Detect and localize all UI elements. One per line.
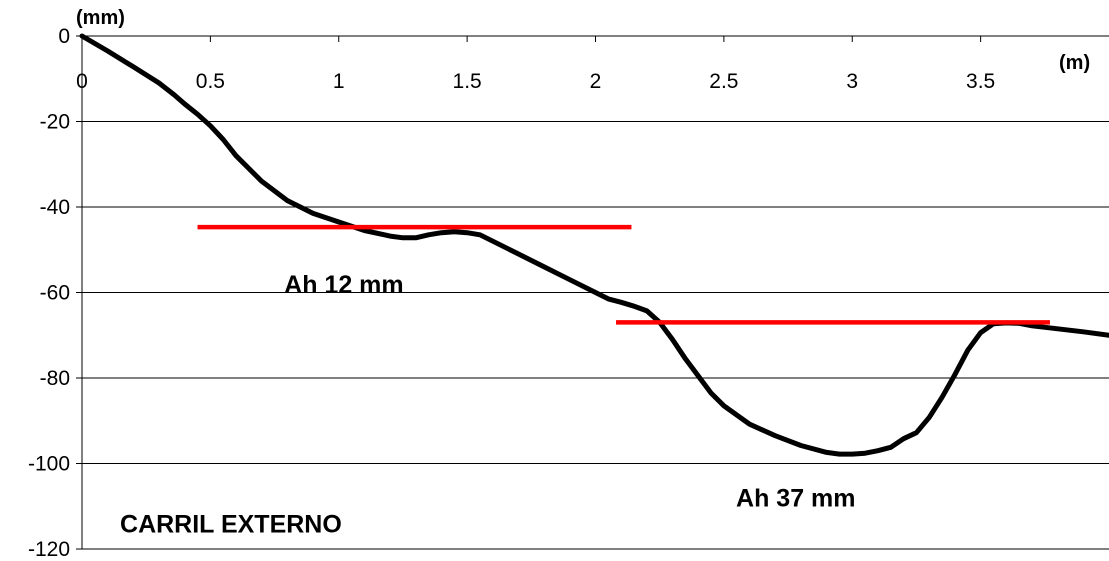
annotation-label: CARRIL EXTERNO: [120, 510, 342, 538]
x-tick-label: 2.5: [709, 70, 738, 93]
x-tick-labels: 0 0.5 1 1.5 2 2.5 3 3.5: [76, 36, 995, 93]
x-tick-label: 2: [590, 70, 602, 93]
x-tick-label: 1: [333, 70, 345, 93]
y-tick-label: -20: [40, 111, 70, 134]
x-axis-unit-label: (m): [1059, 52, 1090, 74]
gridlines: [82, 121, 1109, 550]
annotation-label: Ah 12 mm: [284, 271, 403, 299]
x-tick-label: 1.5: [453, 70, 482, 93]
y-tick-label: -60: [40, 282, 70, 305]
profile-series: [79, 33, 1109, 457]
y-tick-label: 0: [58, 25, 70, 48]
x-tick-label: 3: [846, 70, 858, 93]
y-tick-labels: 0 -20 -40 -60 -80 -100 -120: [28, 25, 82, 561]
x-tick-label: 0.5: [196, 70, 225, 93]
y-tick-label: -120: [28, 538, 70, 561]
x-tick-label: 3.5: [966, 70, 995, 93]
annotations: Ah 12 mm Ah 37 mm CARRIL EXTERNO: [120, 271, 855, 538]
reference-lines: [197, 224, 1050, 325]
x-tick-label: 0: [76, 70, 88, 93]
y-tick-label: -40: [40, 196, 70, 219]
y-tick-label: -100: [28, 453, 70, 476]
y-tick-label: -80: [40, 367, 70, 390]
annotation-label: Ah 37 mm: [736, 485, 855, 513]
y-axis-unit-label: (mm): [76, 7, 125, 29]
series-line: [79, 33, 1109, 457]
